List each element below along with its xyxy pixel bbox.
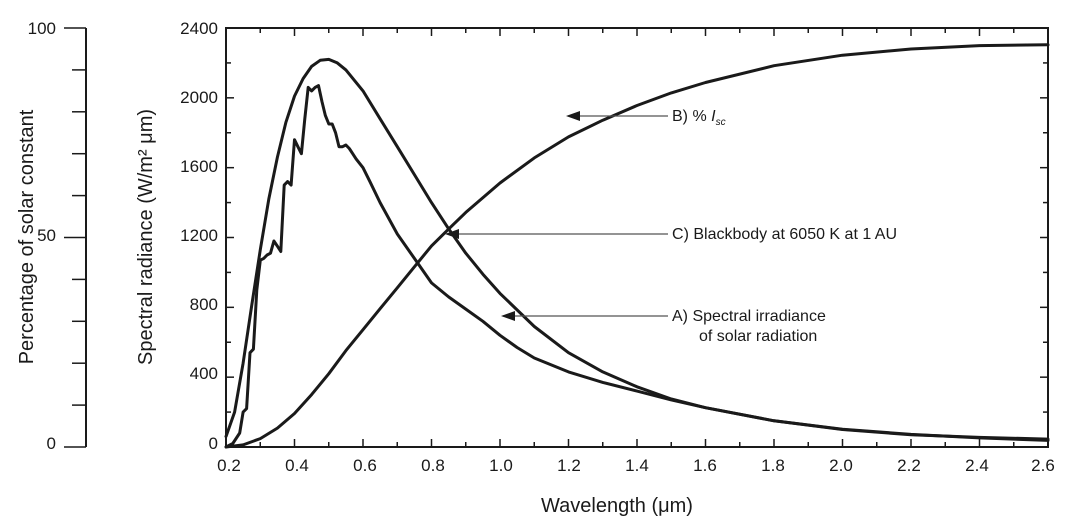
x-tick-label: 0.6 (353, 456, 377, 475)
x-tick-label: 1.0 (489, 456, 513, 475)
left-axis-ticks (64, 27, 86, 448)
plot-frame (225, 27, 1049, 448)
x-tick-label: 2.6 (1031, 456, 1055, 475)
series-line-blackbody (224, 57, 1050, 442)
annotation-a-label-line2: of solar radiation (699, 328, 817, 345)
x-tick-label: 0.8 (421, 456, 445, 475)
left-tick-label: 50 (37, 226, 56, 245)
annotation-b-label: B) % Isc (672, 108, 726, 128)
annotation-c-arrow (445, 229, 459, 239)
annotation-c-label: C) Blackbody at 6050 K at 1 AU (672, 226, 897, 243)
y-tick-label: 0 (209, 434, 218, 453)
x-tick-label: 1.4 (625, 456, 649, 475)
x-tick-label: 1.2 (557, 456, 581, 475)
left-axis: 100 50 0 Percentage of solar constant (16, 19, 87, 453)
y-tick-label: 800 (190, 295, 218, 314)
x-axis: 0.2 0.4 0.6 0.8 1.0 1.2 1.4 1.6 1.8 2.0 … (217, 456, 1055, 517)
x-tick-label: 1.8 (761, 456, 785, 475)
series-group (224, 43, 1050, 449)
y-tick-label: 2000 (180, 88, 218, 107)
y-axis: 0 400 800 1200 1600 2000 2400 Spectral r… (135, 19, 218, 453)
series-line-solar (224, 84, 1050, 449)
series-line-percent (224, 43, 1050, 449)
y-tick-label: 1200 (180, 226, 218, 245)
y-axis-title: Spectral radiance (W/m² μm) (135, 109, 157, 365)
x-tick-label: 0.4 (285, 456, 309, 475)
annotation-a-arrow (501, 311, 515, 321)
x-tick-label: 2.0 (829, 456, 853, 475)
x-axis-title: Wavelength (μm) (541, 495, 693, 517)
y-tick-label: 1600 (180, 157, 218, 176)
y-tick-label: 400 (190, 364, 218, 383)
y-tick-label: 2400 (180, 19, 218, 38)
frame-ticks (225, 27, 1049, 448)
annotation-b-arrow (566, 111, 580, 121)
left-axis-title: Percentage of solar constant (16, 109, 38, 364)
x-tick-label: 2.2 (897, 456, 921, 475)
annotations: B) % Isc C) Blackbody at 6050 K at 1 AU … (445, 108, 897, 345)
x-tick-label: 2.4 (965, 456, 989, 475)
x-tick-label: 1.6 (693, 456, 717, 475)
left-tick-label: 0 (47, 434, 56, 453)
annotation-a-label: A) Spectral irradiance (672, 308, 826, 325)
x-tick-label: 0.2 (217, 456, 241, 475)
left-tick-label: 100 (28, 19, 56, 38)
